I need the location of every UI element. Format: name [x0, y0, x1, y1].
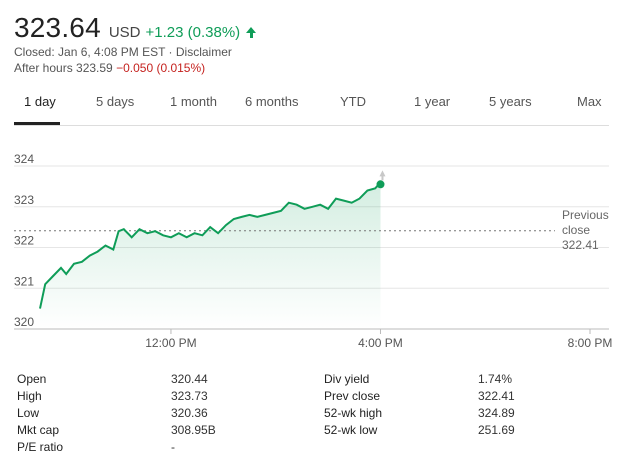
- tab-1-year[interactable]: 1 year: [414, 94, 451, 109]
- stat-label: Low: [17, 406, 40, 420]
- stat-value: -: [171, 440, 175, 454]
- stat-label: Div yield: [324, 372, 370, 386]
- stat-label: P/E ratio: [17, 440, 64, 454]
- stat-row-high: High 323.73 Prev close 322.41: [0, 389, 623, 406]
- y-tick-label: 320: [14, 315, 34, 329]
- tab-5-days[interactable]: 5 days: [96, 94, 135, 109]
- active-tab-indicator: [14, 122, 60, 125]
- tab-5-years[interactable]: 5 years: [489, 94, 532, 109]
- price-chart[interactable]: 324 323 322 321 320 12:00 PM 4:00 PM 8:00 PM P…: [0, 140, 623, 356]
- currency-label: USD: [108, 24, 141, 41]
- price-line-series: [39, 181, 382, 309]
- after-hours-arrow-icon: [379, 170, 386, 181]
- stat-value: 324.89: [478, 406, 515, 420]
- x-axis-ticks: 12:00 PM 4:00 PM 8:00 PM: [145, 329, 612, 350]
- stat-value: 320.36: [171, 406, 208, 420]
- tab-max[interactable]: Max: [577, 94, 602, 109]
- y-tick-label: 324: [14, 152, 34, 166]
- x-tick-label: 12:00 PM: [145, 336, 196, 350]
- stat-label: Prev close: [324, 389, 381, 403]
- disclaimer-link[interactable]: Disclaimer: [175, 45, 232, 59]
- tab-ytd[interactable]: YTD: [340, 94, 366, 109]
- x-tick-label: 4:00 PM: [358, 336, 403, 350]
- quote-header: 323.64 USD +1.23 (0.38%) Closed: Jan 6, …: [14, 12, 257, 76]
- previous-close-text: Previous: [562, 208, 609, 222]
- after-hours: After hours 323.59 −0.050 (0.015%): [14, 61, 256, 76]
- x-tick-label: 8:00 PM: [568, 336, 613, 350]
- separator-dot: ·: [165, 45, 176, 59]
- price-change: +1.23 (0.38%): [145, 24, 241, 41]
- price-area-fill: [40, 182, 381, 329]
- tab-1-day[interactable]: 1 day: [24, 94, 56, 109]
- previous-close-text: close: [562, 223, 590, 237]
- after-hours-price: After hours 323.59: [14, 61, 113, 75]
- stat-label: Open: [17, 372, 47, 386]
- stock-price: 323.64: [14, 12, 101, 43]
- stat-label: 52-wk low: [324, 423, 378, 437]
- stat-value: 323.73: [171, 389, 208, 403]
- stat-row-open: Open 320.44 Div yield 1.74%: [0, 372, 623, 389]
- y-tick-label: 321: [14, 274, 34, 288]
- stat-label: 52-wk high: [324, 406, 383, 420]
- stat-label: Mkt cap: [17, 423, 60, 437]
- stat-value: 320.44: [171, 372, 208, 386]
- after-hours-change: −0.050 (0.015%): [116, 61, 206, 75]
- range-tabs: 1 day 5 days 1 month 6 months YTD 1 year…: [0, 86, 623, 126]
- y-tick-label: 323: [14, 193, 34, 207]
- y-tick-label: 322: [14, 234, 34, 248]
- stat-value: 322.41: [478, 389, 515, 403]
- price-line: 323.64 USD +1.23 (0.38%): [14, 12, 257, 44]
- stat-value: 1.74%: [478, 372, 513, 386]
- tab-6-months[interactable]: 6 months: [245, 94, 299, 109]
- previous-close-text: 322.41: [562, 238, 599, 252]
- last-price-dot: [376, 180, 385, 189]
- stat-value: 251.69: [478, 423, 515, 437]
- stat-label: High: [17, 389, 42, 403]
- tab-1-month[interactable]: 1 month: [170, 94, 217, 109]
- closed-time: Closed: Jan 6, 4:08 PM EST: [14, 45, 166, 59]
- stat-row-pe-ratio: P/E ratio -: [0, 440, 623, 457]
- stat-row-mkt-cap: Mkt cap 308.95B 52-wk low 251.69: [0, 423, 623, 440]
- y-axis-ticks: 324 323 322 321 320: [14, 152, 34, 329]
- stat-row-low: Low 320.36 52-wk high 324.89: [0, 406, 623, 423]
- arrow-up-icon: [246, 27, 257, 38]
- tabs-divider: [14, 125, 609, 126]
- closed-status: Closed: Jan 6, 4:08 PM EST · Disclaimer: [14, 45, 256, 60]
- stat-value: 308.95B: [171, 423, 216, 437]
